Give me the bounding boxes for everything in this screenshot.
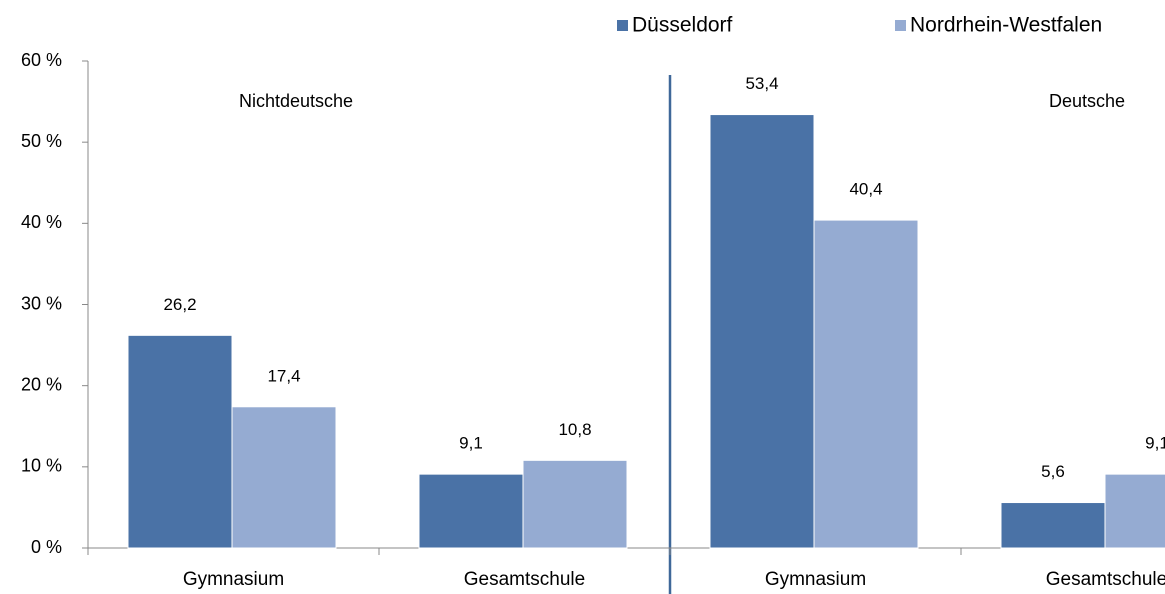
- bar: [522, 459, 628, 549]
- legend-label: Nordrhein-Westfalen: [910, 14, 1102, 37]
- legend-swatch: [895, 20, 906, 31]
- y-tick-label: 0 %: [31, 537, 62, 557]
- x-tick-label: Gesamtschule: [464, 569, 585, 590]
- y-tick-label: 20 %: [21, 374, 62, 394]
- value-label: 26,2: [163, 295, 196, 314]
- legend-label: Düsseldorf: [632, 14, 733, 37]
- y-tick-label: 60 %: [21, 50, 62, 70]
- bar: [127, 334, 233, 549]
- bar: [418, 473, 524, 549]
- y-tick-label: 40 %: [21, 212, 62, 232]
- value-label: 40,4: [849, 180, 882, 199]
- bar: [231, 406, 337, 549]
- bar: [813, 219, 919, 549]
- x-tick-label: Gymnasium: [183, 569, 284, 590]
- bar: [709, 114, 815, 549]
- y-tick-label: 10 %: [21, 456, 62, 476]
- value-label: 17,4: [267, 366, 300, 385]
- value-label: 9,1: [1145, 434, 1165, 453]
- y-tick-label: 30 %: [21, 293, 62, 313]
- bar: [1104, 473, 1165, 549]
- value-label: 9,1: [459, 434, 483, 453]
- legend-swatch: [617, 20, 628, 31]
- x-tick-label: Gymnasium: [765, 569, 866, 590]
- y-tick-label: 50 %: [21, 131, 62, 151]
- value-label: 53,4: [745, 74, 778, 93]
- group-label: Nichtdeutsche: [239, 91, 353, 111]
- value-label: 10,8: [558, 420, 591, 439]
- x-tick-label: Gesamtschule: [1046, 569, 1165, 590]
- value-label: 5,6: [1041, 462, 1065, 481]
- group-label: Deutsche: [1049, 91, 1125, 111]
- bar: [1000, 502, 1106, 549]
